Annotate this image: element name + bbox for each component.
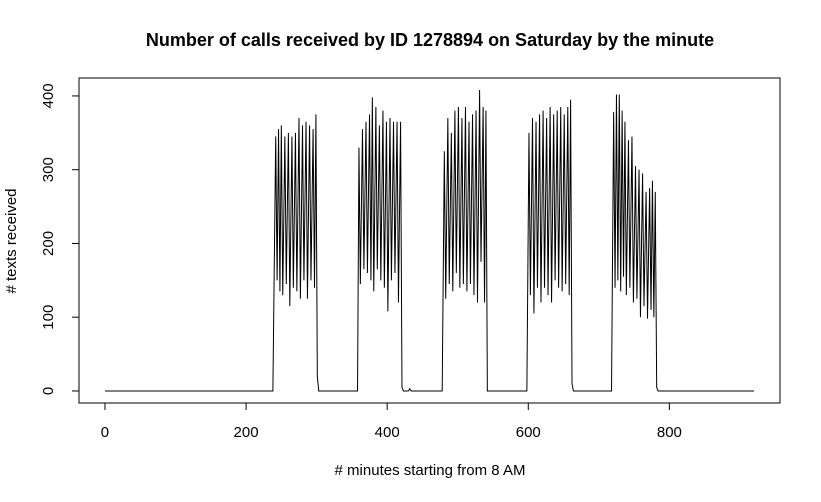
plot-box <box>78 77 781 404</box>
x-tick-label: 400 <box>375 424 400 441</box>
y-tick-label: 100 <box>40 305 57 330</box>
x-tick-label: 0 <box>101 424 109 441</box>
x-axis-label: # minutes starting from 8 AM <box>335 462 526 479</box>
chart-title: Number of calls received by ID 1278894 o… <box>146 30 714 50</box>
y-tick-label: 0 <box>40 387 57 395</box>
y-tick-label: 200 <box>40 231 57 256</box>
y-tick-label: 300 <box>40 157 57 182</box>
x-tick-label: 600 <box>516 424 541 441</box>
x-tick-label: 800 <box>657 424 682 441</box>
data-line <box>104 90 755 392</box>
x-tick-label: 200 <box>234 424 259 441</box>
y-axis-label: # texts received <box>3 188 20 293</box>
y-tick-label: 400 <box>40 83 57 108</box>
